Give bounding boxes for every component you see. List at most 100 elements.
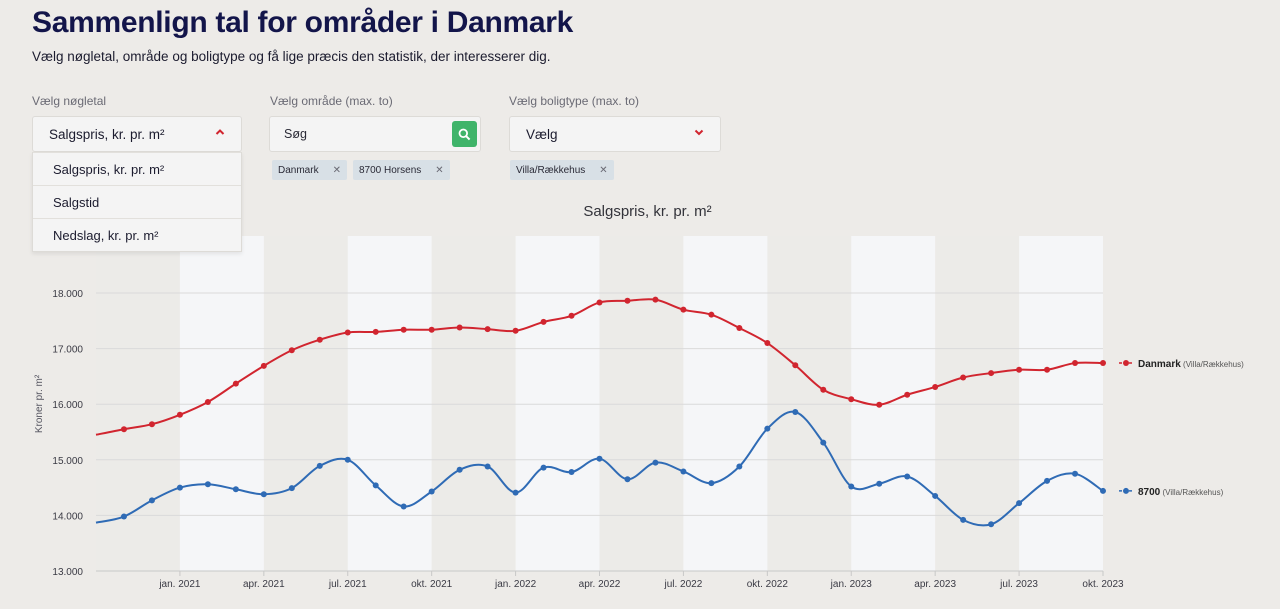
data-point: [904, 473, 911, 480]
data-point: [680, 306, 687, 313]
chip-label: 8700 Horsens: [359, 164, 422, 176]
data-point: [988, 370, 995, 377]
x-tick-label: okt. 2022: [747, 579, 789, 590]
chevron-up-icon[interactable]: [215, 127, 225, 140]
data-point: [848, 483, 855, 490]
data-point: [204, 398, 211, 405]
data-point: [372, 328, 379, 335]
data-point: [764, 425, 771, 432]
data-point: [1016, 366, 1023, 373]
x-tick-label: apr. 2022: [579, 579, 621, 590]
data-point: [960, 374, 967, 381]
dropdown-option-salgspris[interactable]: Salgspris, kr. pr. m²: [33, 152, 241, 185]
data-point: [456, 324, 463, 331]
y-axis-label: Kroner pr. m²: [34, 374, 45, 433]
plot-band: [347, 236, 432, 571]
data-point: [596, 455, 603, 462]
type-select-value: Vælg: [526, 126, 558, 142]
chip-label: Danmark: [278, 164, 319, 176]
y-tick-label: 18.000: [52, 289, 83, 300]
metric-dropdown: Salgspris, kr. pr. m² Salgstid Nedslag, …: [32, 152, 242, 252]
data-point: [232, 486, 239, 493]
data-point: [204, 481, 211, 488]
data-point: [792, 408, 799, 415]
legend-name: Danmark: [1138, 359, 1181, 370]
data-point: [652, 459, 659, 466]
plot-band: [515, 236, 600, 571]
remove-chip-icon[interactable]: ✕: [599, 164, 608, 176]
type-chip-villa: Villa/Rækkehus ✕: [510, 160, 614, 180]
metric-select-value: Salgspris, kr. pr. m²: [49, 126, 165, 142]
y-tick-label: 17.000: [52, 345, 83, 356]
data-point: [456, 466, 463, 473]
data-point: [372, 482, 379, 489]
data-point: [1100, 487, 1106, 494]
data-point: [1100, 360, 1106, 367]
data-point: [652, 296, 659, 303]
data-point: [1072, 360, 1079, 367]
data-point: [176, 484, 183, 491]
data-point: [484, 326, 491, 333]
area-search[interactable]: [269, 116, 481, 152]
data-point: [764, 340, 771, 347]
x-tick-label: okt. 2023: [1082, 579, 1124, 590]
data-point: [148, 421, 155, 428]
legend-name: 8700: [1138, 487, 1161, 498]
data-point: [260, 491, 267, 498]
x-tick-label: okt. 2021: [411, 579, 453, 590]
data-point: [316, 462, 323, 469]
dropdown-option-salgstid[interactable]: Salgstid: [33, 185, 241, 218]
dropdown-option-nedslag[interactable]: Nedslag, kr. pr. m²: [33, 218, 241, 251]
data-point: [540, 464, 547, 471]
data-point: [932, 383, 939, 390]
data-point: [484, 463, 491, 470]
data-point: [316, 336, 323, 343]
data-point: [344, 456, 351, 463]
data-point: [876, 480, 883, 487]
data-point: [232, 380, 239, 387]
data-point: [848, 396, 855, 403]
y-tick-label: 16.000: [52, 400, 83, 411]
y-tick-label: 15.000: [52, 456, 83, 467]
page-title: Sammenlign tal for områder i Danmark: [32, 6, 574, 39]
data-point: [288, 347, 295, 354]
x-tick-label: jan. 2023: [830, 579, 873, 590]
type-select[interactable]: Vælg: [509, 116, 721, 152]
data-point: [736, 463, 743, 470]
data-point: [1044, 477, 1051, 484]
chevron-down-icon[interactable]: [694, 127, 704, 140]
x-tick-label: jan. 2021: [158, 579, 201, 590]
y-tick-label: 14.000: [52, 511, 83, 522]
x-tick-label: jul. 2023: [999, 579, 1038, 590]
data-point: [904, 391, 911, 398]
data-point: [1016, 500, 1023, 507]
data-point: [120, 513, 127, 520]
data-point: [120, 426, 127, 433]
data-point: [428, 488, 435, 495]
type-label: Vælg boligtype (max. to): [509, 94, 640, 108]
metric-select[interactable]: Salgspris, kr. pr. m²: [32, 116, 242, 152]
data-point: [792, 362, 799, 369]
legend-sub: (Villa/Rækkehus): [1181, 360, 1244, 369]
data-point: [260, 362, 267, 369]
data-point: [820, 386, 827, 393]
data-point: [680, 468, 687, 475]
data-point: [596, 299, 603, 306]
chart-title: Salgspris, kr. pr. m²: [583, 203, 712, 220]
data-point: [428, 326, 435, 333]
data-point: [624, 476, 631, 483]
x-tick-label: jul. 2022: [664, 579, 703, 590]
data-point: [400, 326, 407, 333]
x-tick-label: apr. 2021: [243, 579, 285, 590]
data-point: [288, 485, 295, 492]
remove-chip-icon[interactable]: ✕: [332, 164, 341, 176]
data-point: [624, 297, 631, 304]
area-chip-danmark: Danmark ✕: [272, 160, 347, 180]
area-search-input[interactable]: [270, 117, 450, 151]
area-label: Vælg område (max. to): [270, 94, 393, 108]
search-button[interactable]: [452, 121, 477, 147]
data-point: [512, 489, 519, 496]
remove-chip-icon[interactable]: ✕: [435, 164, 444, 176]
x-tick-label: jul. 2021: [328, 579, 367, 590]
